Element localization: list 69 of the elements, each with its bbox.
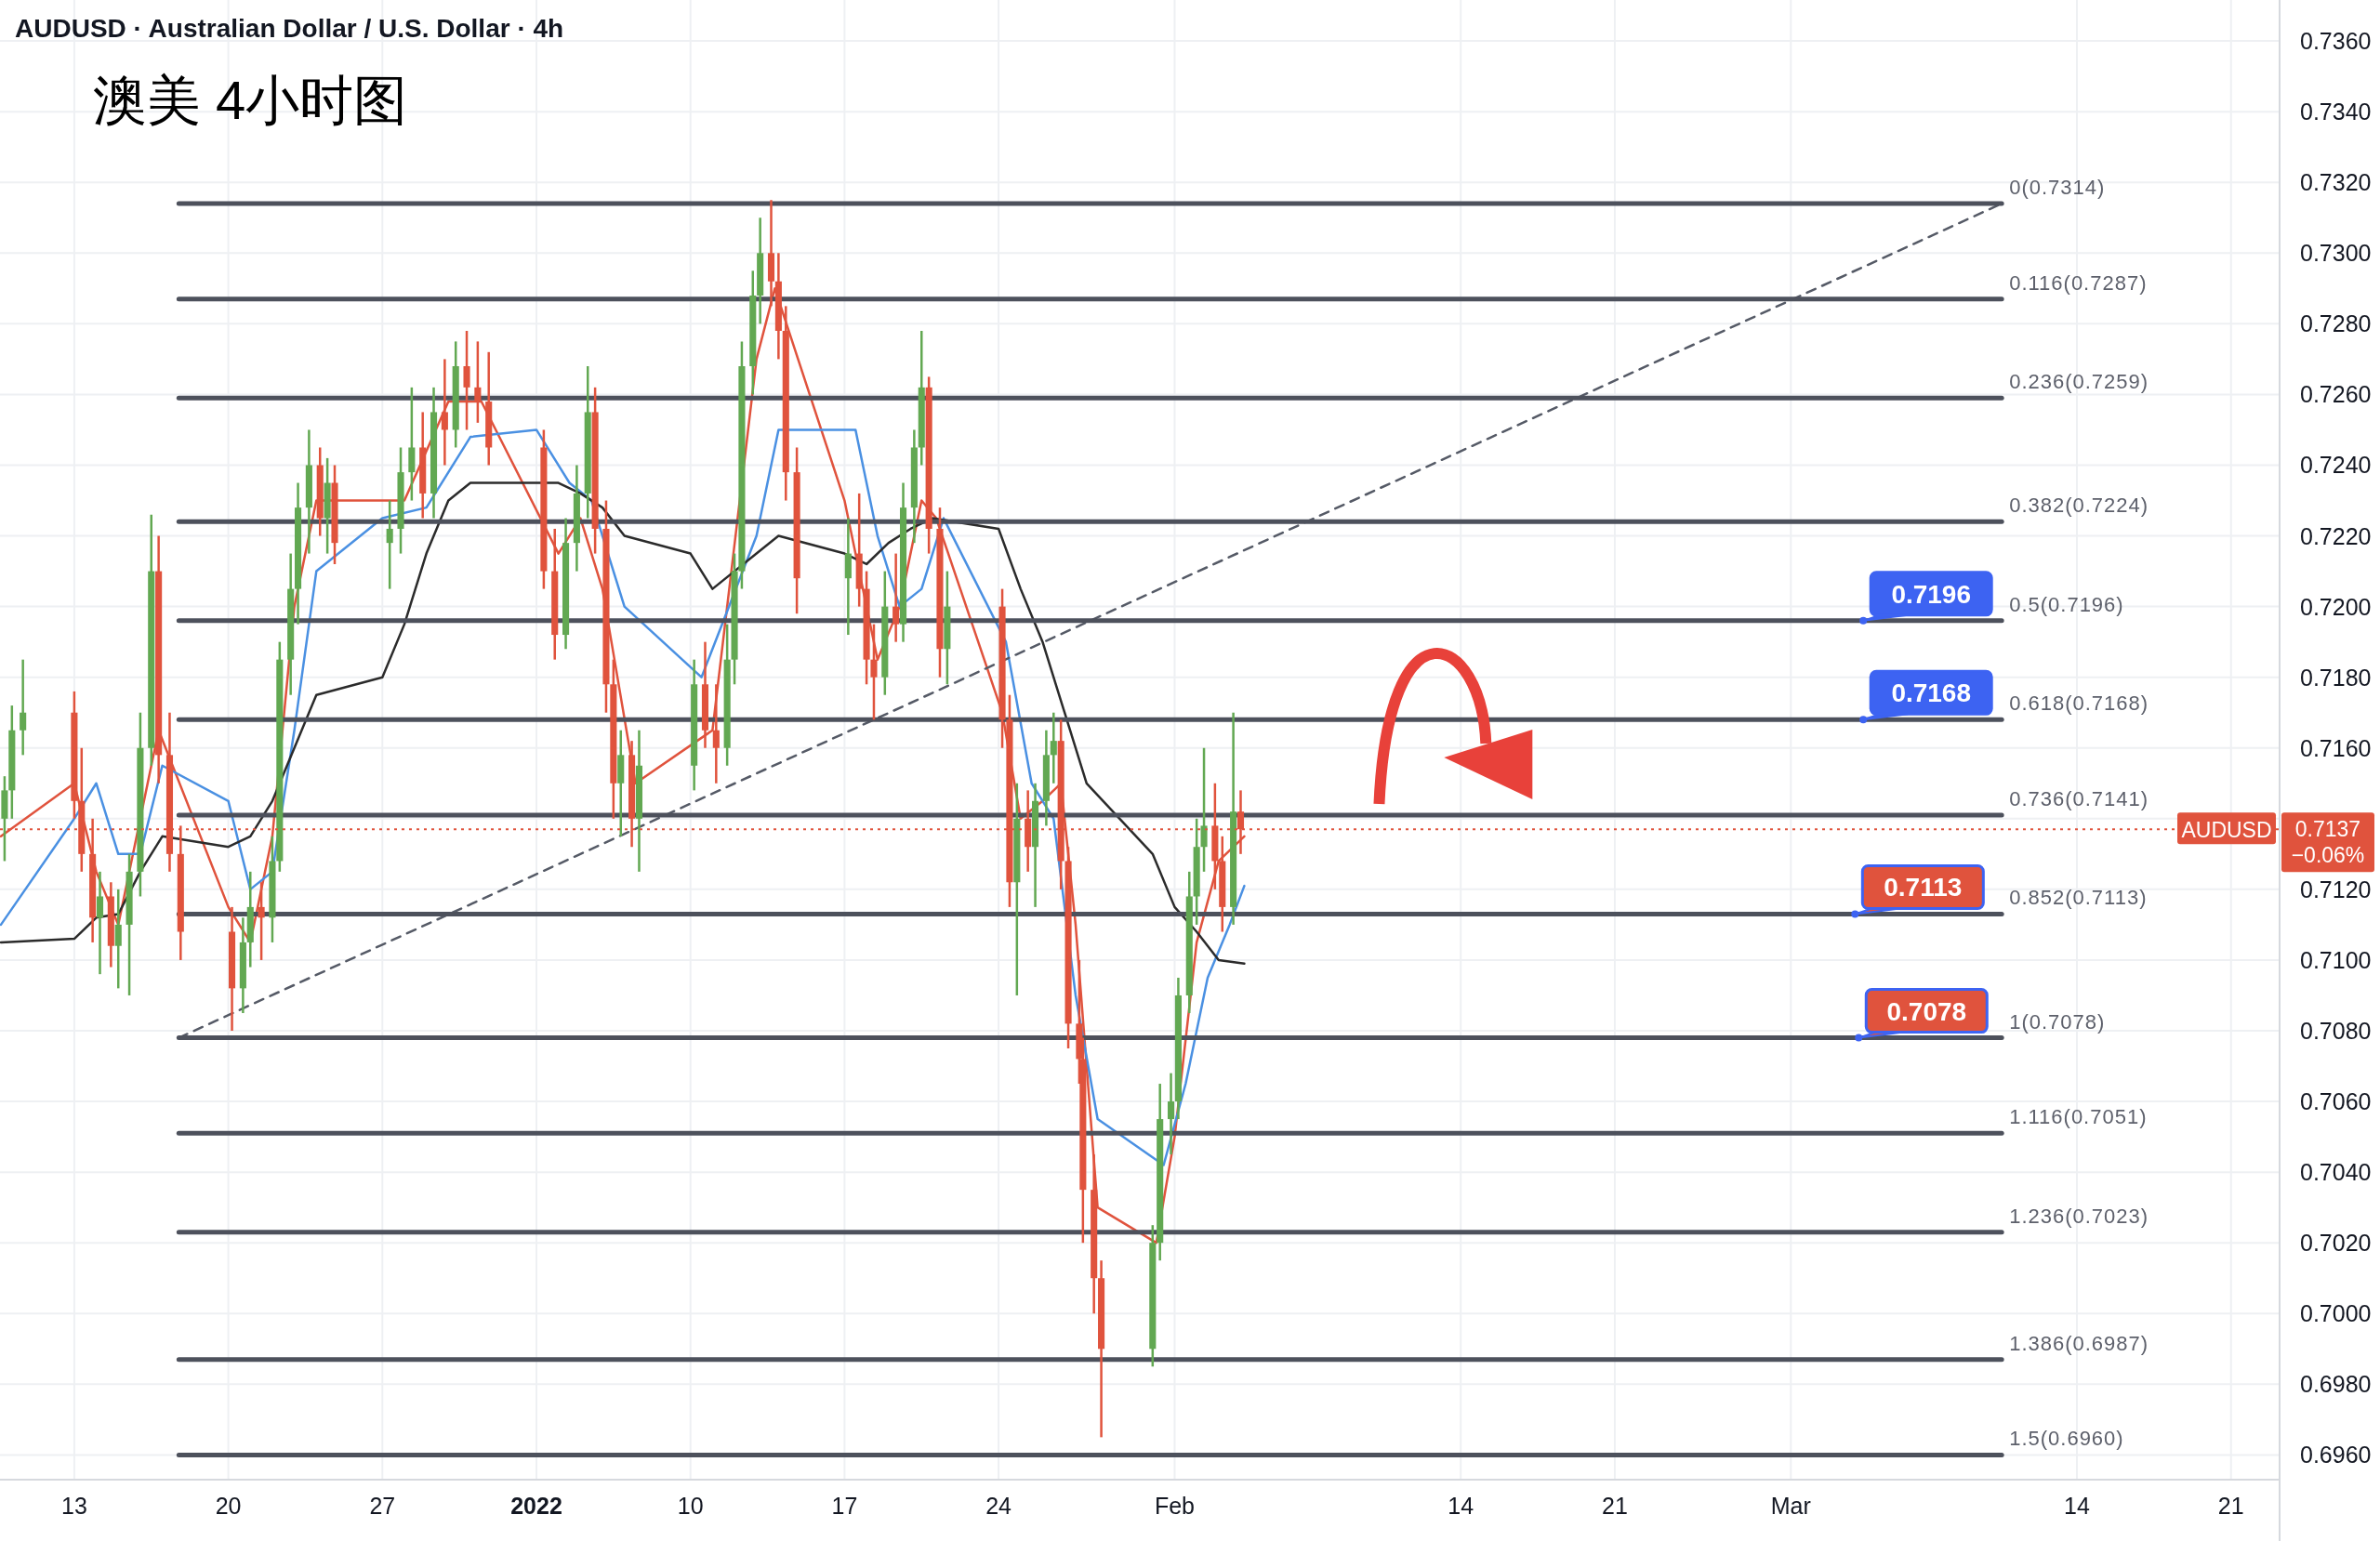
price-label: AUDUSD [2177,812,2276,845]
candlestick [114,888,122,990]
candlestick [1200,746,1208,874]
candlestick [386,499,393,590]
series-label: 1.116(0.7051) [2009,1105,2148,1129]
y-tick-label: 0.7020 [2300,1230,2372,1257]
candlestick [474,340,482,425]
annotation: 0.7196 [1891,579,1972,609]
y-tick-label: 0.7000 [2300,1300,2372,1327]
y-tick-label: 0.7080 [2300,1018,2372,1044]
y-tick-label: 0.7200 [2300,593,2372,620]
candlestick [463,329,470,431]
x-tick-label: 27 [369,1493,396,1519]
y-tick-label: 0.7300 [2300,240,2372,267]
y-tick-label: 0.7240 [2300,452,2372,479]
candlestick [870,623,878,721]
x-tick-label: 14 [1448,1493,1474,1519]
y-tick-label: 0.7340 [2300,99,2372,125]
series-label: 1.5(0.6960) [2009,1427,2124,1451]
annotation: 0.7168 [1891,678,1972,708]
series-label: 0.5(0.7196) [2009,592,2124,616]
series-label: 0.618(0.7168) [2009,691,2149,716]
series-label: 0(0.7314) [2009,176,2106,200]
y-tick-label: 0.7120 [2300,876,2372,902]
text: AUDUSD · Australian Dollar / U.S. Dollar · 4h [15,14,564,43]
series-label: 0.382(0.7224) [2009,494,2149,518]
price-tag: 0.7137 −0.06% [2281,812,2374,873]
x-tick-label: 2022 [510,1493,562,1519]
y-tick-label: 0.7280 [2300,310,2372,337]
y-tick-label: 0.7160 [2300,734,2372,761]
y-tick-label: 0.7360 [2300,28,2372,55]
y-tick-label: 0.7180 [2300,664,2372,691]
candlestick [1167,1072,1175,1156]
x-tick-label: 24 [985,1493,1012,1519]
x-tick-label: 21 [2217,1493,2244,1519]
series-label: 0.736(0.7141) [2009,787,2149,811]
annotation: 0.7113 [1884,873,1963,902]
x-tick-label: Mar [1770,1493,1811,1519]
series-label: 1.236(0.7023) [2009,1204,2149,1228]
x-tick-label: 17 [831,1493,858,1519]
candlestick [712,683,720,785]
y-tick-label: 0.7320 [2300,169,2372,196]
candlestick [258,881,265,962]
series-label: 0.236(0.7259) [2009,370,2149,394]
y-tick-label: 0.7040 [2300,1159,2372,1186]
x-tick-label: 21 [1602,1493,1628,1519]
candlestick [96,870,104,976]
x-tick-label: Feb [1154,1493,1196,1519]
series-label: 0.852(0.7113) [2009,886,2148,910]
annotation: 0.7078 [1886,996,1967,1026]
x-tick-label: 10 [677,1493,704,1519]
y-tick-label: 0.7260 [2300,381,2372,408]
candlestick [441,358,448,467]
text: 澳美 4小时图 [93,70,408,130]
y-tick-label: 0.7060 [2300,1088,2372,1115]
series-label: 1(0.7078) [2009,1009,2106,1034]
candlestick [1050,711,1057,785]
x-tick-label: 20 [215,1493,242,1519]
series-label: 1.386(0.6987) [2009,1331,2149,1355]
candlestick [892,552,900,643]
candlestick [20,658,27,757]
y-tick-label: 0.6980 [2300,1371,2372,1398]
x-tick-label: 14 [2064,1493,2091,1519]
y-tick-label: 0.6960 [2300,1442,2372,1469]
x-tick-label: 13 [60,1493,87,1519]
ref-line-label: AUDUSD [2181,818,2272,843]
y-tick-label: 0.7100 [2300,946,2372,973]
series-label: 0.116(0.7287) [2009,270,2148,295]
y-tick-label: 0.7220 [2300,522,2372,549]
